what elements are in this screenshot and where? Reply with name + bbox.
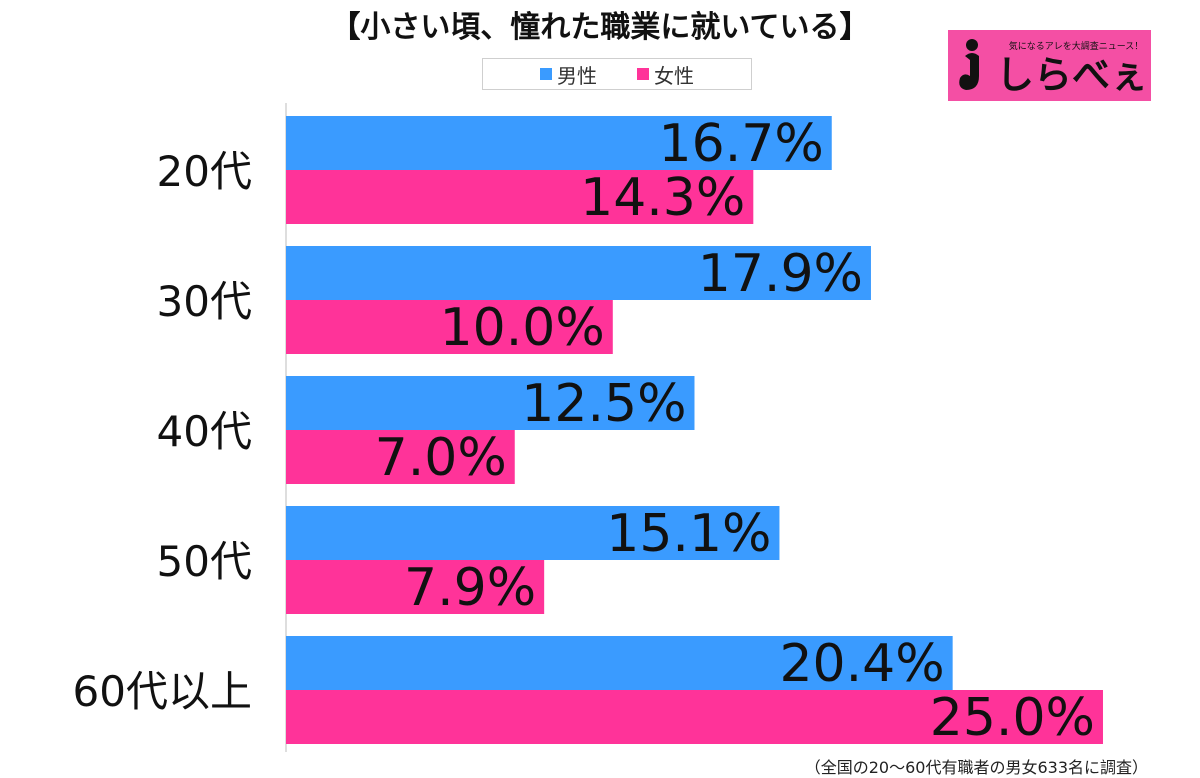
legend-item-female: 女性 (637, 60, 694, 89)
bar-female (286, 560, 545, 614)
logo-text: しらべぇ (996, 53, 1148, 97)
category-label: 40代 (157, 407, 252, 456)
data-label-male: 20.4% (779, 634, 944, 694)
data-label-female: 10.0% (440, 298, 605, 358)
logo-tagline: 気になるアレを大調査ニュース！ (1009, 40, 1144, 52)
data-label-female: 25.0% (930, 688, 1095, 748)
bar-male (286, 246, 871, 300)
bars-group: 20代 16.7%14.3% 30代 17.9% 10.0% 40代 12.5%7.0% 50… (73, 114, 1103, 748)
bar-female (286, 690, 1103, 744)
bar-male (286, 636, 953, 690)
data-label-male: 17.9% (698, 244, 863, 304)
legend-item-male: 男性 (540, 60, 597, 89)
data-label-female: 14.3% (580, 168, 745, 228)
bar-male (286, 376, 695, 430)
logo: 気になるアレを大調査ニュース！ しらべぇ (948, 30, 1151, 101)
chart-title: 【小さい頃、憧れた職業に就いている】 (330, 10, 870, 45)
data-label-male: 16.7% (659, 114, 824, 174)
legend-label-male: 男性 (557, 63, 597, 88)
bar-male (286, 506, 780, 560)
bar-female (286, 430, 515, 484)
data-label-female: 7.9% (404, 558, 536, 618)
bar-male (286, 116, 832, 170)
logo-background (948, 30, 1151, 101)
logo-i-icon (959, 39, 979, 90)
legend-label-female: 女性 (654, 63, 694, 88)
legend: 男性 女性 (482, 58, 752, 90)
data-label-male: 12.5% (521, 374, 686, 434)
category-label: 20代 (157, 147, 252, 196)
bar-female (286, 170, 754, 224)
category-label: 30代 (157, 277, 252, 326)
data-label-male: 15.1% (606, 504, 771, 564)
data-label-female: 7.0% (375, 428, 507, 488)
legend-swatch-female (637, 68, 649, 80)
bar-female (286, 300, 613, 354)
legend-swatch-male (540, 68, 552, 80)
footnote: （全国の20～60代有職者の男女633名に調査） (804, 758, 1148, 777)
category-label: 50代 (157, 537, 252, 586)
category-label: 60代以上 (73, 667, 252, 716)
